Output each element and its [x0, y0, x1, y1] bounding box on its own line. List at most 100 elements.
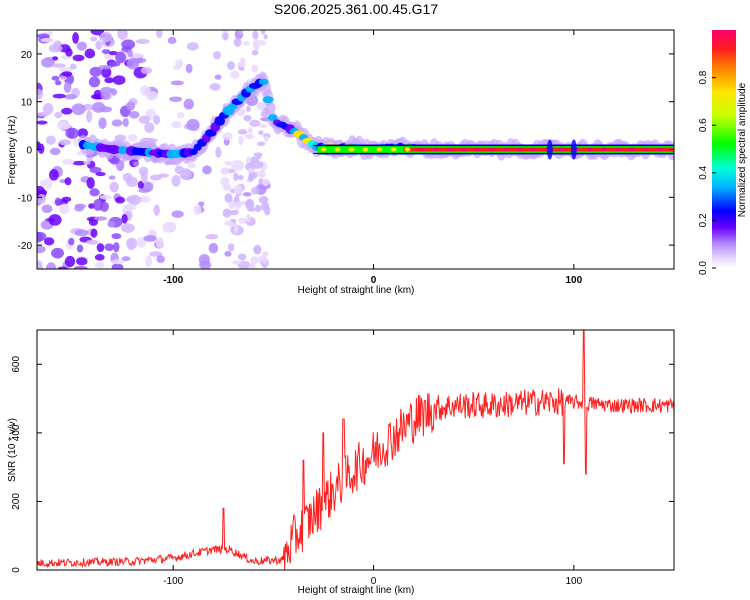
- spectrogram-noise-blob: [57, 266, 68, 269]
- spectrogram-noise-blob: [98, 117, 107, 129]
- spectrogram-noise-blob: [169, 96, 183, 102]
- spectrogram-noise-blob: [198, 254, 210, 266]
- spectrogram-noise-blob: [60, 76, 67, 81]
- spectrogram-line-spot: [418, 147, 425, 152]
- spectrogram-noise-blob: [253, 44, 260, 50]
- spectrogram-noise-blob: [74, 203, 87, 209]
- spectrogram-noise-blob: [37, 120, 48, 125]
- spectrogram-noise-blob: [61, 107, 73, 115]
- snr-xlabel: Height of straight line (km): [298, 585, 415, 596]
- spectrogram-noise-blob: [135, 38, 150, 45]
- spectrogram-noise-blob: [54, 197, 62, 207]
- spectrogram-line-spot: [362, 147, 369, 152]
- spectrogram-noise-blob: [198, 201, 205, 207]
- spectrogram-ridge-core: [258, 78, 269, 86]
- spectrogram-xtick-label: -100: [163, 275, 183, 286]
- spectrogram-noise-blob: [250, 156, 259, 164]
- spectrogram-noise-blob: [95, 172, 106, 177]
- spectrogram-noise-blob: [40, 37, 54, 43]
- spectrogram-noise-blob: [186, 42, 199, 51]
- spectrogram-noise-blob: [237, 129, 248, 135]
- spectrogram-noise-blob: [224, 250, 232, 257]
- spectrogram-noise-blob: [104, 77, 114, 84]
- spectrogram-noise-blob: [48, 43, 63, 53]
- spectrogram-noise-blob: [108, 51, 118, 56]
- spectrogram-noise-blob: [49, 147, 61, 156]
- spectrogram-noise-blob: [156, 30, 163, 39]
- spectrogram-xtick-label: 100: [565, 275, 582, 286]
- spectrogram-noise-blob: [150, 174, 162, 181]
- spectrogram-noise-blob: [88, 76, 101, 88]
- spectrogram-ridge-core: [267, 114, 278, 121]
- spectrogram-noise-blob: [72, 54, 85, 62]
- spectrogram-noise-blob: [238, 30, 244, 35]
- spectrogram-noise-blob: [137, 180, 144, 189]
- spectrogram-line-spot: [334, 147, 341, 152]
- spectrogram-noise-blob: [220, 167, 230, 175]
- spectrogram-noise-blob: [172, 64, 182, 70]
- colorbar: 0.0 0.2 0.4 0.6 0.8 Normalized spectral ampl…: [698, 30, 748, 275]
- spectrogram-noise-blob: [238, 135, 244, 146]
- spectrogram-noise-blob: [222, 132, 233, 141]
- spectrogram-noise-blob: [127, 49, 134, 58]
- spectrogram-noise-blob: [59, 203, 70, 215]
- spectrogram-line-spot: [656, 147, 663, 152]
- spectrogram-noise-blob: [61, 71, 73, 77]
- spectrogram-noise-blob: [37, 88, 44, 100]
- spectrogram-noise-blob: [258, 130, 264, 136]
- spectrogram-noise-blob: [132, 161, 140, 167]
- spectrogram-noise-blob: [251, 49, 259, 56]
- colorbar-tick-label: 0.2: [698, 213, 709, 227]
- spectrogram-noise-blob: [262, 251, 269, 258]
- spectrogram-noise-blob: [250, 256, 259, 265]
- spectrogram-noise-blob: [72, 160, 86, 166]
- spectrogram-noise-blob: [233, 184, 243, 195]
- spectrogram-noise-blob: [187, 163, 197, 169]
- spectrogram-noise-blob: [110, 259, 125, 265]
- spectrogram-line-spot: [348, 147, 355, 152]
- spectrogram-noise-blob: [243, 114, 252, 122]
- spectrogram-line-spot: [376, 147, 383, 152]
- spectrogram-ytick-label: 10: [21, 98, 33, 109]
- spectrogram-noise-blob: [167, 221, 177, 233]
- spectrogram-noise-blob: [183, 98, 194, 110]
- spectrogram-line-spot: [404, 147, 411, 152]
- spectrogram-noise-blob: [101, 66, 112, 79]
- snr-xtick-label: 0: [371, 576, 377, 587]
- snr-axes: -100 0 100 0 200 400 600: [11, 330, 674, 587]
- spectrogram-noise-blob: [126, 237, 138, 250]
- spectrogram-noise-blob: [247, 207, 257, 212]
- spectrogram-line-spot: [516, 147, 523, 152]
- spectrogram-noise-blob: [146, 91, 158, 101]
- spectrogram-xlabel: Height of straight line (km): [298, 285, 415, 296]
- spectrogram-noise-blob: [234, 201, 242, 210]
- spectrogram-noise-blob: [111, 233, 122, 240]
- spectrogram-noise-blob: [140, 171, 148, 184]
- spectrogram-line-spot: [446, 147, 453, 152]
- spectrogram-noise-blob: [149, 251, 163, 257]
- spectrogram-noise-blob: [244, 200, 254, 208]
- snr-frame: [36, 329, 675, 571]
- snr-ytick-label: 600: [11, 356, 22, 373]
- spectrogram-noise-blob: [129, 53, 143, 59]
- spectrogram-noise-blob: [260, 111, 268, 117]
- spectrogram-noise-blob: [37, 143, 45, 154]
- spectrogram-noise-blob: [215, 146, 222, 158]
- spectrogram-noise-blob: [84, 48, 96, 59]
- spectrogram-noise-blob: [108, 61, 121, 67]
- spectrogram-noise-blob: [153, 115, 161, 125]
- spectrogram-ytick-label: -10: [18, 193, 33, 204]
- spectrogram-noise-blob: [193, 204, 202, 216]
- spectrogram-noise-blob: [262, 179, 269, 187]
- spectrogram-noise-blob: [230, 70, 240, 79]
- spectrogram-noise-blob: [121, 256, 131, 262]
- colorbar-fill: [712, 30, 736, 268]
- spectrogram-noise-blob: [99, 31, 113, 43]
- spectrogram-noise-blob: [229, 210, 239, 216]
- spectrogram-noise-blob: [50, 247, 65, 259]
- spectrogram-noise-blob: [171, 120, 182, 129]
- spectrogram-noise-blob: [249, 119, 261, 127]
- spectrogram-noise-blob: [237, 174, 244, 181]
- spectrogram-noise-blob: [41, 57, 55, 68]
- spectrogram-noise-blob: [117, 30, 128, 40]
